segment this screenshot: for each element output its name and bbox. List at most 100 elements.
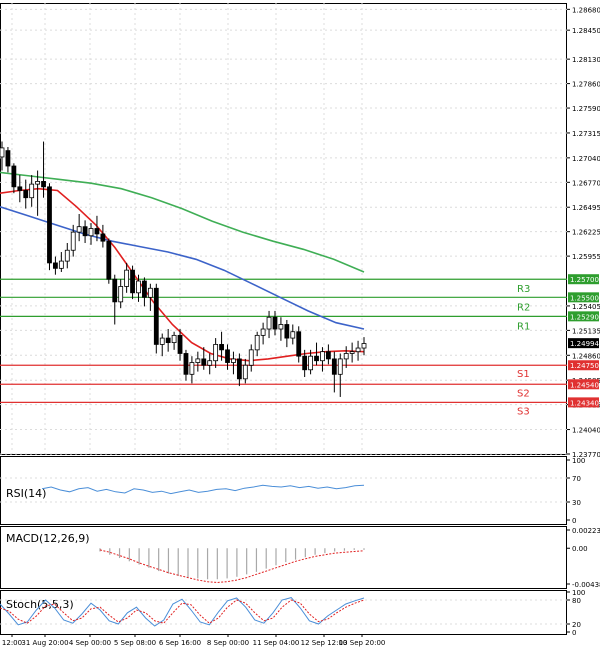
candle-body — [76, 226, 82, 233]
rsi-tick-label: 100 — [572, 457, 585, 465]
stoch-tick-label: 0 — [572, 629, 576, 637]
stoch-main-line — [0, 597, 365, 627]
time-axis: 12:00 31 Aug 20:00 4 Sep 00:00 5 Sep 08:00 6… — [2, 634, 385, 647]
time-tick-label: 5 Sep 08:00 — [114, 639, 156, 647]
rsi-tick-label: 0 — [572, 517, 576, 525]
macd-signal-line — [99, 549, 365, 584]
candle-body — [53, 262, 58, 269]
price-tick-label: 1.25135 — [572, 327, 600, 335]
price-tick-label: 1.28130 — [572, 56, 600, 64]
candle-body — [201, 358, 207, 366]
level-name-r1: R1 — [517, 321, 530, 332]
macd-tick-label: 0.002237 — [572, 527, 600, 535]
price-tick-label: 1.25955 — [572, 253, 600, 261]
price-tick-label: 1.26770 — [572, 179, 600, 187]
candle-body — [0, 147, 5, 158]
level-price-label: 1.25290 — [570, 313, 599, 321]
candle-body — [213, 344, 219, 362]
candle-body — [58, 260, 64, 269]
level-price-tag — [568, 360, 599, 371]
candle-body — [314, 355, 319, 362]
candle-body — [266, 316, 272, 330]
candle-body — [254, 334, 260, 351]
current-price-tag — [568, 338, 599, 349]
candle-body — [355, 347, 361, 353]
candle-body — [331, 358, 337, 375]
price-axis: 1.28680 1.28450 1.28130 1.27860 1.27590 1.273… — [567, 6, 600, 459]
candle-body — [106, 240, 112, 280]
candle-body — [308, 355, 313, 371]
candle-body — [343, 353, 349, 360]
macd-panel: MACD(12,26,9) 0.002237 0.00 -0.004385 — [6, 527, 600, 589]
level-price-label: 1.24340 — [570, 399, 599, 407]
candle-body — [159, 337, 165, 345]
candle-body — [177, 334, 183, 354]
time-tick-label: 12:00 — [2, 639, 22, 647]
candle-body — [225, 349, 230, 363]
rsi-panel: RSI(14) 100 70 30 0 — [0, 457, 585, 525]
candle-body — [100, 233, 106, 242]
price-grid — [0, 3, 567, 455]
candle-body — [231, 358, 236, 363]
candle-body — [349, 351, 355, 354]
candle-body — [136, 280, 141, 294]
candlesticks — [0, 141, 367, 397]
current-price-label: 1.24994 — [570, 340, 599, 348]
level-price-label: 1.25700 — [570, 276, 599, 284]
candle-body — [70, 231, 76, 251]
ma-slow-line — [0, 171, 365, 273]
candle-body — [147, 287, 153, 298]
level-price-tag — [568, 274, 599, 285]
level-price-tag — [568, 311, 599, 322]
macd-label: MACD(12,26,9) — [6, 532, 90, 545]
stoch-label: Stoch(5,5,3) — [6, 598, 74, 611]
rsi-tick-label: 70 — [572, 475, 581, 483]
panel-frames — [0, 3, 567, 635]
price-tick-label: 1.27040 — [572, 155, 600, 163]
macd-tick-label: -0.004385 — [572, 581, 600, 589]
support-resistance-levels: 1.25700 R3 1.25500 R2 1.25290 R1 1.24750 S1 1.24… — [0, 274, 599, 417]
candle-body — [64, 249, 70, 262]
time-tick-label: 13 Sep 20:00 — [339, 639, 386, 647]
candle-body — [82, 226, 88, 237]
candle-body — [88, 228, 94, 237]
time-tick-label: 31 Aug 20:00 — [21, 639, 68, 647]
time-tick-label: 12 Sep 12:00 — [301, 639, 348, 647]
price-tick-label: 1.28450 — [572, 27, 600, 35]
level-price-label: 1.25500 — [570, 294, 599, 302]
ma-fast-line — [0, 187, 365, 362]
candle-body — [124, 269, 130, 287]
level-name-r2: R2 — [517, 302, 530, 313]
level-price-label: 1.24540 — [570, 381, 599, 389]
candle-body — [112, 278, 118, 303]
candle-body — [153, 287, 159, 345]
price-tick-label: 1.25405 — [572, 303, 600, 311]
candle-body — [94, 228, 100, 235]
candle-body — [171, 334, 177, 344]
ma-mid-line — [0, 206, 365, 330]
level-name-r3: R3 — [517, 284, 530, 295]
level-name-s3: S3 — [517, 406, 530, 417]
level-name-s1: S1 — [517, 369, 530, 380]
candle-body — [41, 181, 46, 188]
stoch-tick-label: 100 — [572, 589, 585, 597]
time-tick-label: 11 Sep 04:00 — [253, 639, 300, 647]
time-tick-label: 6 Sep 16:00 — [159, 639, 201, 647]
level-price-tag — [568, 292, 599, 303]
candle-body — [290, 331, 296, 339]
candle-body — [260, 328, 266, 336]
candle-body — [118, 286, 124, 303]
price-tick-label: 1.28680 — [572, 6, 600, 14]
candle-body — [23, 190, 29, 199]
candle-body — [195, 358, 201, 363]
level-name-s2: S2 — [517, 388, 530, 399]
candle-body — [296, 331, 302, 357]
candle-body — [142, 280, 147, 298]
candle-body — [272, 316, 278, 330]
panel-frame — [0, 526, 567, 589]
candle-body — [189, 362, 195, 375]
candle-body — [130, 269, 135, 294]
stoch-signal-line — [0, 599, 365, 624]
price-tick-label: 1.24860 — [572, 352, 600, 360]
